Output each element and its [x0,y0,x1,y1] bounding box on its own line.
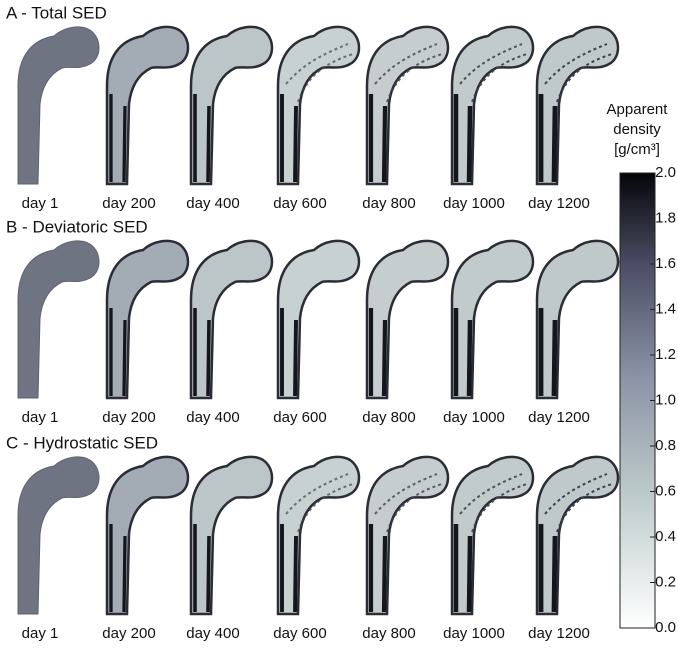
panel-title: C - Hydrostatic SED [6,433,158,452]
day-label: day 400 [186,195,239,212]
femur [107,27,188,184]
femur-image [18,457,99,614]
femur-image [107,241,188,398]
femur [191,457,272,614]
day-label: day 1 [22,625,59,642]
colorbar-title: [g/cm³] [614,141,660,158]
day-label: day 1200 [528,409,590,426]
femur [452,457,533,614]
day-label: day 200 [102,195,155,212]
femur-image [367,241,448,398]
day-label: day 800 [362,409,415,426]
femur-image [367,457,448,614]
day-label: day 400 [186,625,239,642]
femur-image [107,457,188,614]
colorbar-tick-label: 1.6 [655,255,676,272]
day-label: day 600 [273,409,326,426]
femur-image [18,241,99,398]
femur-image [191,241,272,398]
day-label: day 1000 [443,195,505,212]
colorbar [620,173,655,628]
femur [452,27,533,184]
colorbar-tick-label: 0.8 [655,437,676,454]
femur [107,457,188,614]
colorbar-title: density [613,121,661,138]
femur [278,457,359,614]
day-label: day 200 [102,409,155,426]
colorbar-title: Apparent [607,101,669,118]
femur [278,241,359,398]
femur-image [18,27,99,184]
panel-title: A - Total SED [6,3,107,22]
colorbar-tick-label: 2.0 [655,164,676,181]
colorbar-tick-label: 0.0 [655,619,676,636]
femur-image [537,241,618,398]
day-label: day 1200 [528,195,590,212]
colorbar-tick-label: 0.6 [655,482,676,499]
day-label: day 1000 [443,625,505,642]
day-label: day 600 [273,195,326,212]
day-label: day 600 [273,625,326,642]
femur-image [191,457,272,614]
femur-image [452,457,533,614]
figure: A - Total SED day 1 day 200 day 400 day 600 d… [0,0,678,649]
day-label: day 1 [22,195,59,212]
femur-image [278,241,359,398]
colorbar-tick-label: 0.2 [655,573,676,590]
colorbar-tick-label: 1.4 [655,300,676,317]
femur [537,241,618,398]
femur-image [537,457,618,614]
femur [537,457,618,614]
femur [191,241,272,398]
day-label: day 400 [186,409,239,426]
femur-image [191,27,272,184]
femur-image [278,27,359,184]
colorbar-tick-label: 1.8 [655,209,676,226]
femur [367,457,448,614]
femur [278,27,359,184]
femur [367,27,448,184]
femur-image [278,457,359,614]
day-label: day 1 [22,409,59,426]
colorbar-tick-label: 1.2 [655,346,676,363]
day-label: day 1000 [443,409,505,426]
femur [18,457,99,614]
femur [107,241,188,398]
femur [452,241,533,398]
colorbar-tick-label: 0.4 [655,528,676,545]
day-label: day 800 [362,625,415,642]
day-label: day 200 [102,625,155,642]
femur-image [452,241,533,398]
femur-image [107,27,188,184]
femur-image [452,27,533,184]
femur [367,241,448,398]
day-label: day 800 [362,195,415,212]
femur [18,241,99,398]
day-label: day 1200 [528,625,590,642]
panel-title: B - Deviatoric SED [6,217,148,236]
femur-image [367,27,448,184]
femur [191,27,272,184]
colorbar-tick-label: 1.0 [655,391,676,408]
femur [18,27,99,184]
